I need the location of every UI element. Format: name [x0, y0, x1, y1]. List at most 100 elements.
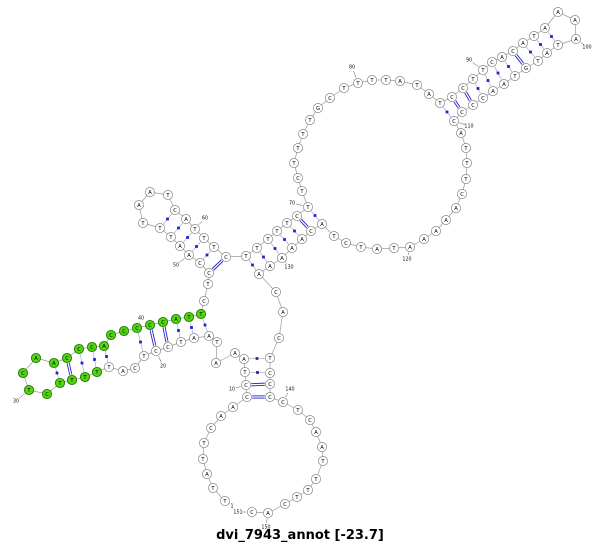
nucleotide-letter: A	[556, 10, 560, 16]
nucleotide-circle-79	[339, 83, 349, 93]
nucleotide-letter: C	[244, 383, 248, 389]
nucleotide-letter: C	[77, 347, 81, 353]
nucleotide-circle-144	[317, 442, 327, 452]
basepair-dot	[203, 323, 207, 327]
nucleotide-circle-148	[292, 492, 302, 502]
nucleotide-circle-87	[447, 92, 457, 102]
nucleotide-letter: T	[274, 229, 279, 235]
nucleotide-circle-133	[271, 287, 281, 297]
nucleotide-letter: C	[274, 290, 278, 296]
nucleotide-letter: A	[178, 244, 182, 250]
nucleotide-circle-103	[521, 63, 531, 73]
nucleotide-circle-150	[263, 508, 273, 518]
nucleotide-letter: A	[34, 356, 38, 362]
nucleotide-circle-134	[278, 307, 288, 317]
basepair-dot	[256, 371, 259, 374]
nucleotide-circle-4	[198, 454, 208, 464]
nucleotide-circle-149	[280, 499, 290, 509]
nucleotide-circle-113	[462, 158, 472, 168]
nucleotide-circle-37	[98, 340, 110, 352]
basepair-dot	[177, 226, 180, 230]
nucleotide-letter: T	[267, 356, 272, 362]
basepair-dot	[190, 326, 193, 329]
nucleotide-letter: A	[545, 51, 549, 57]
nucleotide-circle-1	[220, 496, 230, 506]
nucleotide-letter: C	[328, 96, 332, 102]
nucleotide-circle-80	[353, 78, 363, 88]
nucleotide-circle-91	[487, 57, 497, 67]
nucleotide-letter: A	[408, 245, 412, 251]
basepair-dot	[293, 229, 296, 233]
nucleotide-circle-89	[468, 74, 478, 84]
position-label-140: 140	[285, 387, 294, 393]
nucleotide-letter: C	[460, 110, 464, 116]
nucleotide-letter: C	[133, 366, 137, 372]
nucleotide-letter: C	[344, 241, 348, 247]
label-tick	[459, 122, 466, 125]
nucleotide-letter: C	[154, 349, 158, 355]
nucleotide-letter: C	[224, 255, 228, 261]
nucleotide-circle-102	[533, 56, 543, 66]
nucleotide-circle-94	[518, 38, 528, 48]
nucleotide-letter: T	[94, 370, 99, 376]
position-label-70: 70	[289, 201, 295, 207]
nucleotide-letter: T	[305, 205, 310, 211]
basepair-dot	[177, 329, 180, 332]
nucleotide-circle-29	[41, 388, 53, 400]
nucleotide-letter: A	[231, 405, 235, 411]
nucleotide-letter: T	[265, 237, 270, 243]
nucleotide-letter: C	[161, 320, 165, 326]
nucleotide-circle-43	[170, 313, 182, 325]
nucleotide-letter: C	[481, 96, 485, 102]
nucleotide-circle-31	[17, 367, 29, 379]
nucleotide-letter: A	[121, 369, 125, 375]
nucleotide-letter: C	[202, 299, 206, 305]
nucleotide-letter: T	[414, 83, 419, 89]
nucleotide-circle-76	[305, 115, 315, 125]
nucleotide-letter: T	[168, 235, 173, 241]
nucleotide-letter: C	[45, 392, 49, 398]
label-tick	[285, 392, 289, 398]
nucleotide-letter: A	[427, 92, 431, 98]
basepair-dot	[529, 50, 532, 54]
nucleotide-circle-74	[293, 143, 303, 153]
nucleotide-circle-44	[183, 311, 195, 323]
nucleotide-letter: A	[434, 229, 438, 235]
nucleotide-circle-116	[451, 203, 461, 213]
nucleotide-circle-126	[317, 219, 327, 229]
nucleotide-circle-55	[134, 200, 144, 210]
nucleotide-letter: C	[198, 261, 202, 267]
nucleotide-circle-5	[199, 438, 209, 448]
nucleotide-letter: T	[535, 59, 540, 65]
nucleotide-letter: A	[459, 131, 463, 137]
nucleotide-letter: T	[141, 354, 146, 360]
nucleotide-circle-50	[184, 250, 194, 260]
label-tick	[353, 70, 357, 78]
nucleotide-circle-39	[118, 325, 130, 337]
nucleotide-circle-93	[508, 46, 518, 56]
nucleotide-circle-69	[292, 211, 302, 221]
nucleotide-circle-28	[54, 377, 66, 389]
nucleotide-letter: C	[21, 371, 25, 377]
nucleotide-circle-73	[289, 158, 299, 168]
nucleotide-letter: A	[184, 217, 188, 223]
basepair-double-bond	[164, 326, 169, 342]
nucleotide-letter: C	[460, 192, 464, 198]
nucleotide-circle-25	[91, 366, 103, 378]
nucleotide-letter: A	[242, 357, 246, 363]
basepair-dot	[105, 355, 108, 358]
nucleotide-circle-59	[181, 214, 191, 224]
nucleotide-letter: A	[219, 414, 223, 420]
nucleotide-circle-26	[79, 371, 91, 383]
nucleotide-circle-75	[298, 129, 308, 139]
nucleotide-letter: A	[187, 253, 191, 259]
basepair-dot	[80, 361, 84, 365]
nucleotide-letter: T	[222, 499, 227, 505]
nucleotide-circle-11	[240, 367, 250, 377]
nucleotide-circle-82	[381, 75, 391, 85]
position-label-90: 90	[466, 58, 472, 64]
nucleotide-circle-13	[230, 348, 240, 358]
nucleotide-letter: T	[531, 34, 536, 40]
nucleotide-circle-77	[313, 103, 323, 113]
